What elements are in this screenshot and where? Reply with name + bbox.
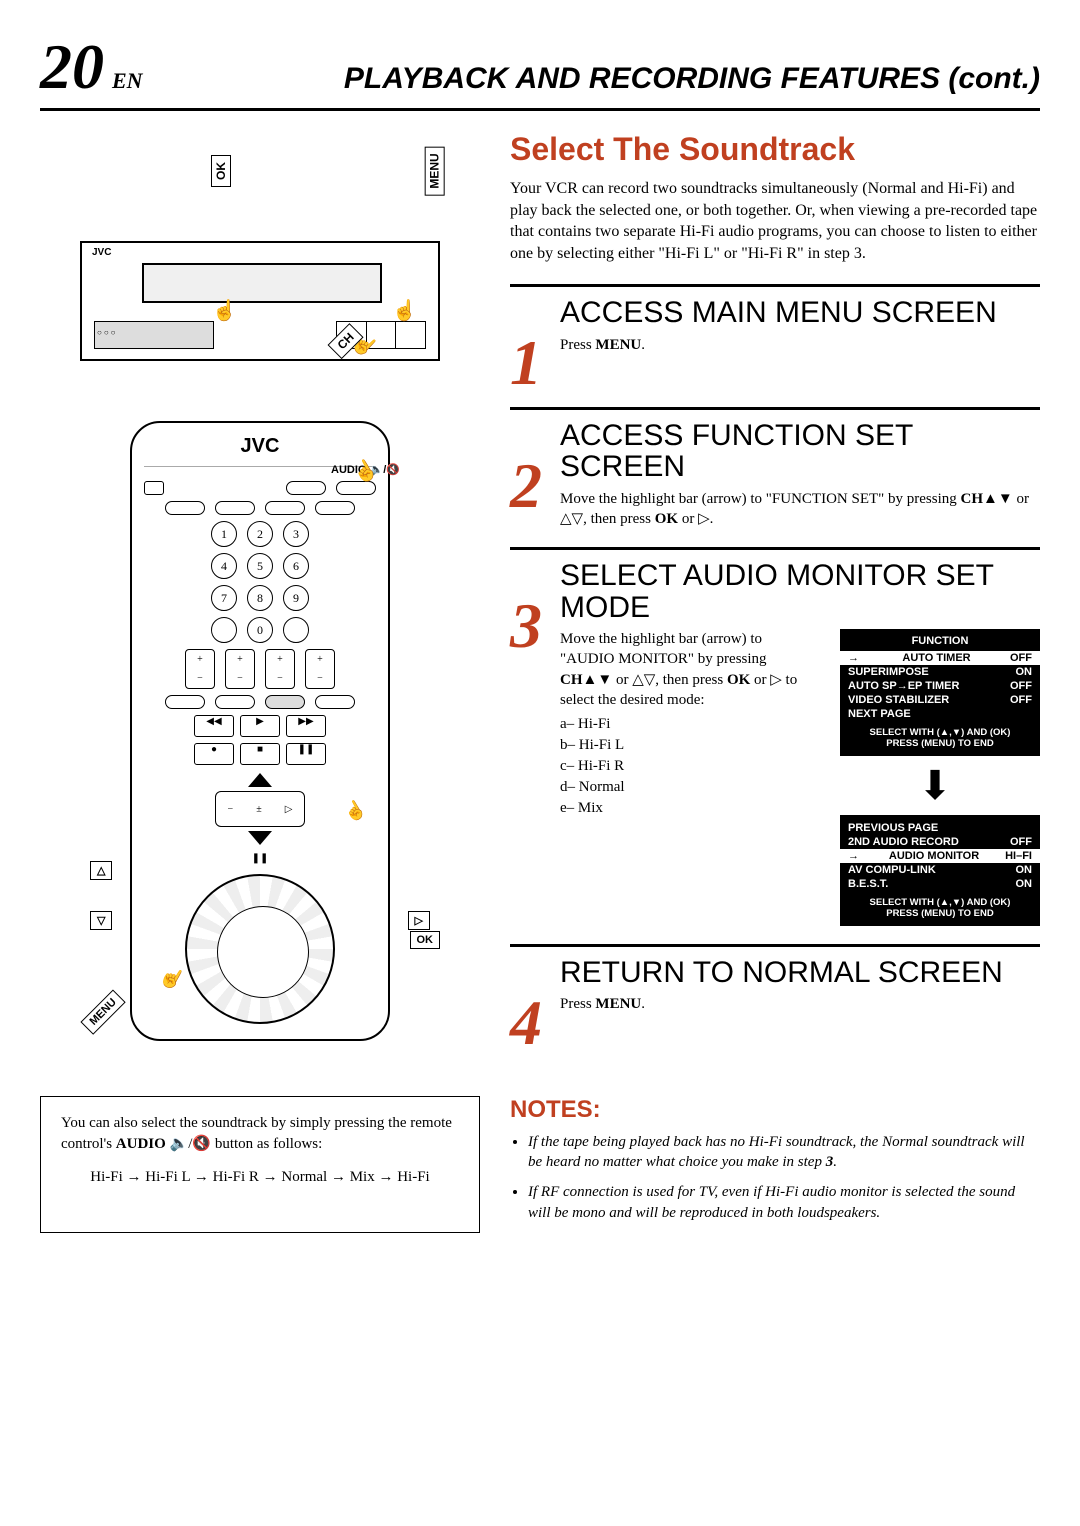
osd-function-screen-1: FUNCTION →AUTO TIMEROFFSUPERIMPOSEONAUTO… [840, 629, 1040, 756]
remote-callout-up: △ [90, 861, 112, 880]
step-3-number: 3 [510, 600, 560, 926]
step-4: 4 RETURN TO NORMAL SCREEN Press MENU. [510, 944, 1040, 1048]
vcr-brand: JVC [92, 247, 111, 258]
step-4-number: 4 [510, 997, 560, 1048]
page-number: 20 [40, 30, 104, 104]
tip-text: You can also select the soundtrack by si… [61, 1113, 459, 1155]
osd-function-screen-2: PREVIOUS PAGE2ND AUDIO RECORDOFF→AUDIO M… [840, 815, 1040, 926]
osd-arrow-icon: ⬇ [830, 762, 1040, 809]
step-4-text: Press MENU. [560, 994, 1040, 1014]
step-1-title: ACCESS MAIN MENU SCREEN [560, 297, 1040, 329]
intro-text: Your VCR can record two soundtracks simu… [510, 178, 1040, 264]
section-title: Select The Soundtrack [510, 131, 1040, 168]
notes-item: If RF connection is used for TV, even if… [528, 1182, 1040, 1223]
page-header: 20 EN PLAYBACK AND RECORDING FEATURES (c… [40, 30, 1040, 111]
tip-box: You can also select the soundtrack by si… [40, 1096, 480, 1233]
vcr-illustration: OK MENU JVC ○ ○ ○ ☝ ☝ ☝ CH [80, 171, 440, 361]
step-4-title: RETURN TO NORMAL SCREEN [560, 957, 1040, 989]
notes-title: NOTES: [510, 1096, 1040, 1124]
step-2-text: Move the highlight bar (arrow) to "FUNCT… [560, 489, 1040, 530]
step-2: 2 ACCESS FUNCTION SET SCREEN Move the hi… [510, 407, 1040, 530]
tip-cycle: Hi-Fi → Hi-Fi L → Hi-Fi R → Normal → Mix… [61, 1167, 459, 1188]
step-1-number: 1 [510, 337, 560, 388]
step-2-number: 2 [510, 460, 560, 530]
step-1-text: Press MENU. [560, 335, 1040, 355]
step-2-title: ACCESS FUNCTION SET SCREEN [560, 420, 1040, 483]
vcr-callout-menu: MENU [425, 146, 445, 195]
page-title: PLAYBACK AND RECORDING FEATURES (cont.) [143, 62, 1040, 96]
page-lang: EN [112, 68, 143, 94]
remote-callout-down: ▽ [90, 911, 112, 930]
vcr-callout-ok: OK [211, 155, 231, 187]
step-3-text: Move the highlight bar (arrow) to "AUDIO… [560, 629, 820, 710]
remote-callout-right: ▷ [408, 911, 430, 930]
step-3-modes: a– Hi-Fi b– Hi-Fi L c– Hi-Fi R d– Normal… [560, 714, 820, 819]
remote-callout-menu: MENU [80, 989, 126, 1035]
remote-illustration: JVC AUDIO 🔈/🔇 ☝ 123 456 789 0 +−+−+−+− [130, 421, 390, 1041]
remote-brand: JVC [132, 435, 388, 458]
step-3: 3 SELECT AUDIO MONITOR SET MODE Move the… [510, 547, 1040, 926]
notes-item: If the tape being played back has no Hi-… [528, 1132, 1040, 1173]
notes-section: NOTES: If the tape being played back has… [510, 1096, 1040, 1233]
step-3-title: SELECT AUDIO MONITOR SET MODE [560, 560, 1040, 623]
step-1: 1 ACCESS MAIN MENU SCREEN Press MENU. [510, 284, 1040, 388]
remote-callout-ok: OK [410, 931, 441, 949]
